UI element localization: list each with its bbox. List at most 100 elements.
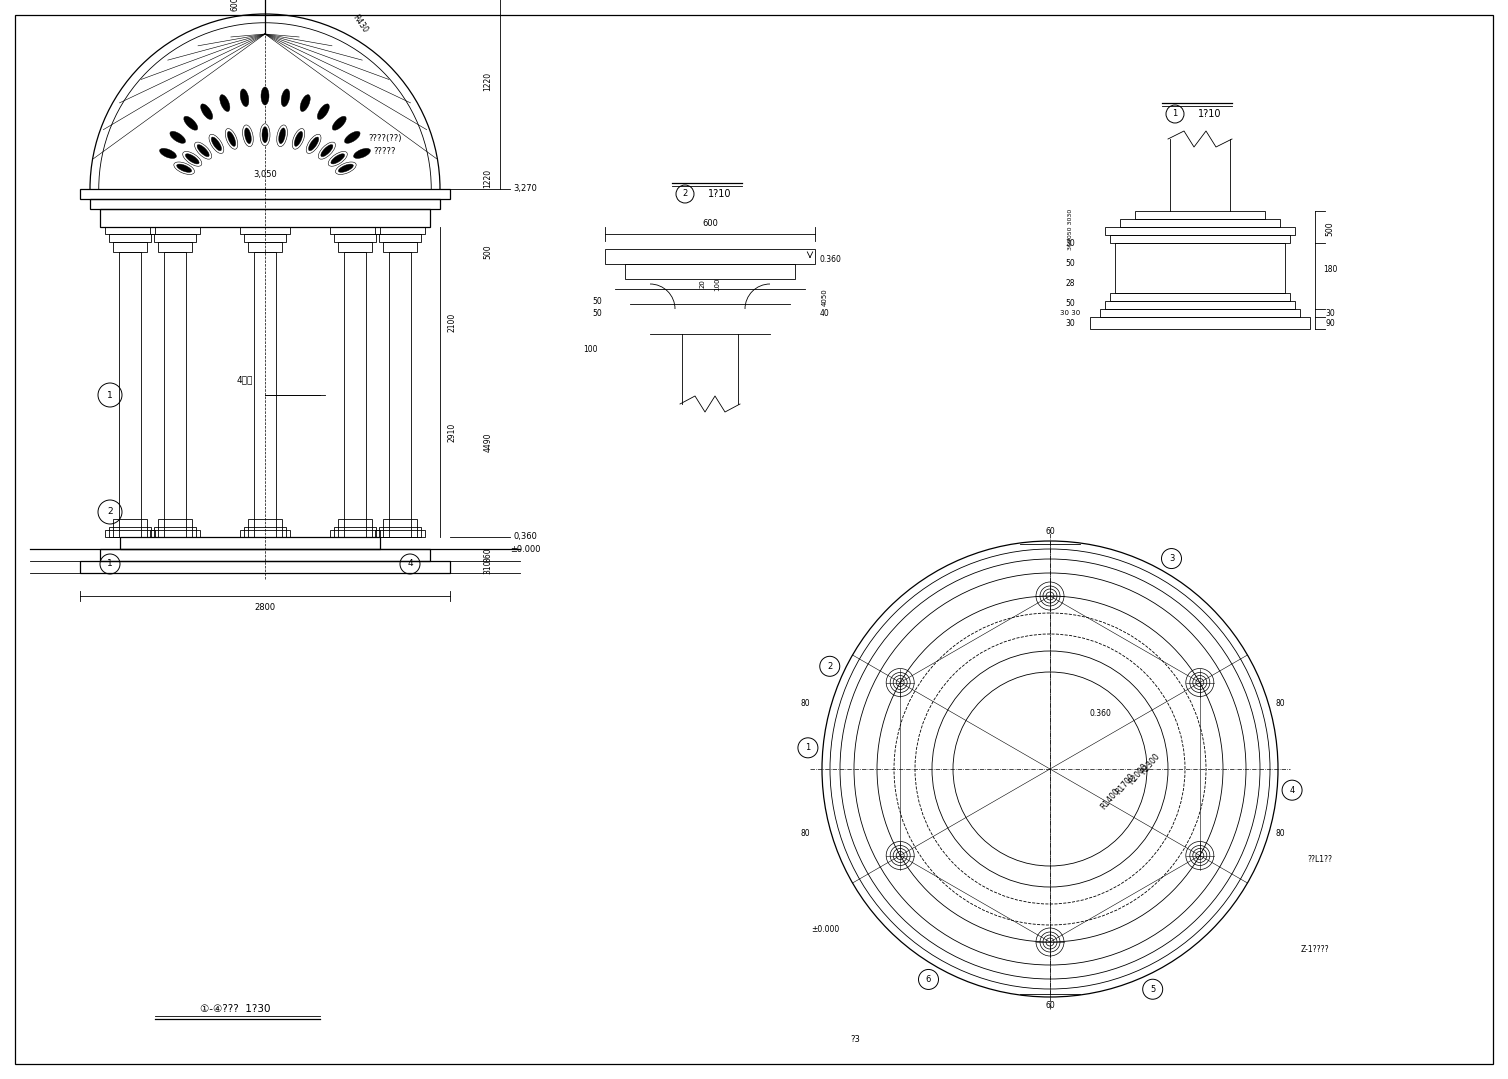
Text: 1: 1 bbox=[1172, 109, 1178, 119]
Bar bbox=[338, 519, 372, 537]
Text: 1: 1 bbox=[107, 391, 113, 399]
Bar bbox=[1136, 211, 1265, 219]
Bar bbox=[330, 530, 380, 537]
Text: 2: 2 bbox=[828, 661, 832, 671]
Bar bbox=[90, 199, 440, 209]
Bar bbox=[113, 519, 146, 537]
Bar bbox=[389, 252, 412, 537]
Ellipse shape bbox=[198, 145, 210, 156]
Bar bbox=[1090, 317, 1310, 329]
Ellipse shape bbox=[240, 88, 249, 107]
Bar bbox=[80, 189, 449, 199]
Bar bbox=[100, 209, 430, 227]
Bar bbox=[80, 561, 449, 573]
Text: ±0.000: ±0.000 bbox=[510, 545, 540, 554]
Ellipse shape bbox=[170, 132, 185, 144]
Text: 20: 20 bbox=[700, 279, 706, 288]
Text: 28: 28 bbox=[1065, 279, 1075, 288]
Text: R2300: R2300 bbox=[1139, 752, 1161, 777]
Text: 60: 60 bbox=[1045, 528, 1056, 536]
Ellipse shape bbox=[228, 132, 235, 147]
Bar bbox=[121, 537, 380, 549]
Text: 4色柱: 4色柱 bbox=[237, 375, 253, 384]
Text: 600: 600 bbox=[231, 0, 240, 11]
Text: 500: 500 bbox=[484, 245, 493, 259]
Text: ??L1??: ??L1?? bbox=[1307, 855, 1333, 863]
Ellipse shape bbox=[300, 95, 311, 111]
Text: 50: 50 bbox=[1065, 260, 1075, 269]
Ellipse shape bbox=[309, 137, 318, 151]
Ellipse shape bbox=[329, 151, 347, 166]
Text: 30: 30 bbox=[1065, 240, 1075, 248]
Bar bbox=[244, 234, 287, 242]
Ellipse shape bbox=[210, 134, 223, 153]
Bar bbox=[244, 527, 287, 537]
Bar bbox=[624, 264, 795, 279]
Bar bbox=[106, 530, 155, 537]
Bar bbox=[1110, 235, 1289, 243]
Text: R2000: R2000 bbox=[1126, 762, 1149, 787]
Bar bbox=[247, 519, 282, 537]
Bar bbox=[240, 227, 290, 234]
Ellipse shape bbox=[294, 132, 303, 147]
Text: R1700: R1700 bbox=[1113, 771, 1137, 796]
Text: R430: R430 bbox=[350, 13, 369, 35]
Ellipse shape bbox=[353, 148, 371, 159]
Text: 6: 6 bbox=[926, 975, 930, 984]
Bar bbox=[1099, 309, 1300, 317]
Text: 100: 100 bbox=[582, 344, 597, 354]
Bar bbox=[149, 227, 201, 234]
Text: 1?10: 1?10 bbox=[709, 189, 731, 199]
Text: 1: 1 bbox=[805, 743, 810, 752]
Text: 4: 4 bbox=[407, 560, 413, 569]
Bar bbox=[1105, 301, 1295, 309]
Ellipse shape bbox=[173, 162, 195, 175]
Bar bbox=[1114, 243, 1285, 293]
Text: 100: 100 bbox=[713, 277, 719, 290]
Ellipse shape bbox=[220, 95, 229, 111]
Bar bbox=[158, 519, 192, 537]
Text: 303050 3030: 303050 3030 bbox=[1068, 208, 1072, 249]
Text: 80: 80 bbox=[1276, 830, 1285, 838]
Text: Z-1????: Z-1???? bbox=[1301, 944, 1330, 954]
Ellipse shape bbox=[176, 164, 192, 173]
Bar bbox=[106, 227, 155, 234]
Bar bbox=[247, 242, 282, 252]
Text: 80: 80 bbox=[801, 830, 810, 838]
Ellipse shape bbox=[332, 117, 347, 131]
Bar bbox=[154, 527, 196, 537]
Bar bbox=[330, 227, 380, 234]
Bar bbox=[333, 234, 375, 242]
Ellipse shape bbox=[244, 128, 252, 144]
Bar bbox=[100, 549, 430, 561]
Text: 310: 310 bbox=[484, 560, 493, 574]
Bar bbox=[383, 519, 418, 537]
Ellipse shape bbox=[321, 145, 333, 156]
Text: 3,050: 3,050 bbox=[253, 169, 277, 178]
Ellipse shape bbox=[262, 126, 268, 142]
Text: 60: 60 bbox=[1045, 1001, 1056, 1011]
Text: R1400: R1400 bbox=[1099, 787, 1122, 811]
Ellipse shape bbox=[225, 128, 238, 149]
Ellipse shape bbox=[317, 104, 329, 120]
Text: 1: 1 bbox=[107, 560, 113, 569]
Ellipse shape bbox=[335, 162, 356, 175]
Bar bbox=[109, 527, 151, 537]
Text: 4: 4 bbox=[1289, 786, 1295, 794]
Text: 5: 5 bbox=[1151, 985, 1155, 994]
Text: 3,270: 3,270 bbox=[513, 185, 537, 193]
Ellipse shape bbox=[243, 125, 253, 147]
Bar bbox=[113, 242, 146, 252]
Text: 0,360: 0,360 bbox=[513, 533, 537, 542]
Text: ????(??): ????(??) bbox=[368, 135, 401, 144]
Text: 80: 80 bbox=[1276, 699, 1285, 709]
Text: 180: 180 bbox=[1323, 264, 1338, 273]
Bar bbox=[119, 252, 142, 537]
Text: 2: 2 bbox=[107, 507, 113, 517]
Bar bbox=[605, 249, 814, 264]
Text: 500: 500 bbox=[1326, 221, 1335, 236]
Bar bbox=[379, 527, 421, 537]
Bar bbox=[375, 227, 425, 234]
Bar bbox=[253, 252, 276, 537]
Text: 2: 2 bbox=[683, 190, 688, 199]
